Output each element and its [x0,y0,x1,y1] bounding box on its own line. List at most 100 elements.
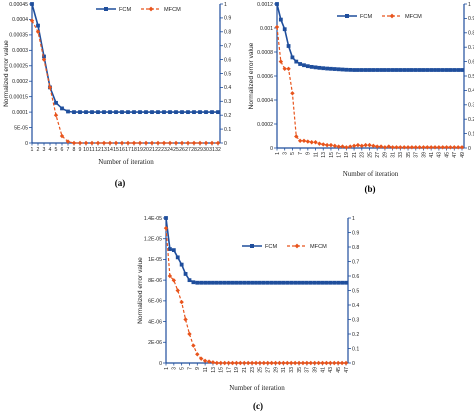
data-point-mfcm [197,140,203,146]
data-point-fcm [199,280,204,285]
data-point-mfcm [173,140,179,146]
data-point-fcm [198,110,202,115]
data-point-fcm [120,110,124,115]
data-point-mfcm [436,145,442,150]
data-point-fcm [282,27,287,32]
data-point-fcm [84,110,88,115]
x-tick-label: 43 [437,152,443,158]
data-point-fcm [348,67,353,72]
panel-label: (b) [365,184,376,194]
data-point-mfcm [185,140,191,146]
data-point-mfcm [340,144,345,149]
data-point-fcm [356,68,360,72]
data-point-mfcm [53,113,59,118]
data-point-mfcm [394,145,399,150]
data-point-mfcm [335,360,341,366]
data-point-fcm [66,109,70,114]
data-point-fcm [386,68,391,72]
x-tick-label: 14 [107,147,113,153]
data-point-fcm [302,63,306,68]
data-point-mfcm [290,91,295,96]
data-point-mfcm [273,360,278,366]
data-point-fcm [312,280,317,285]
y-left-tick-label: 0.0006 [257,74,273,80]
y-right-tick-label: 0.9 [468,16,474,22]
data-point-fcm [281,280,286,285]
data-point-fcm [203,280,208,285]
x-tick-label: 25 [258,367,264,373]
data-point-mfcm [282,66,287,71]
y-right-tick-label: 0.8 [468,31,474,37]
x-tick-label: 18 [131,147,137,153]
data-point-mfcm [206,359,212,364]
x-tick-label: 24 [167,147,173,153]
data-point-mfcm [355,142,361,148]
x-tick-label: 32 [215,147,221,153]
data-point-mfcm [452,145,457,150]
data-point-mfcm [195,352,200,357]
data-point-mfcm [214,360,220,366]
data-point-fcm [195,280,200,285]
data-point-mfcm [238,360,243,366]
data-point-mfcm [191,343,196,348]
data-point-mfcm [143,140,149,146]
y-right-tick-label: 0.5 [224,71,231,77]
x-tick-label: 33 [398,152,404,158]
data-point-fcm [54,100,58,105]
data-point-mfcm [191,140,197,146]
y-right-tick-label: 0 [468,146,471,152]
y-right-tick-label: 0.2 [352,332,359,338]
x-tick-label: 41 [429,152,435,158]
data-point-mfcm [332,360,337,366]
x-tick-label: 17 [336,152,342,158]
series-line-mfcm [31,20,218,144]
data-point-fcm [218,280,223,285]
data-point-fcm [230,280,235,285]
y-right-tick-label: 1 [352,216,355,222]
data-point-fcm [305,64,310,69]
legend-label-fcm: FCM [119,7,131,13]
data-point-mfcm [245,360,251,366]
data-point-fcm [42,54,46,59]
y-right-tick-label: 1 [224,2,227,8]
data-point-fcm [187,278,192,283]
x-tick-label: 13 [211,367,217,373]
data-point-fcm [175,255,180,260]
legend-marker-mfcm [148,6,154,12]
data-point-mfcm [202,358,208,364]
x-tick-label: 29 [383,152,389,158]
data-point-fcm [309,64,314,69]
x-tick-label: 37 [414,152,420,158]
data-point-fcm [191,280,196,285]
data-point-fcm [429,68,434,72]
data-point-mfcm [187,331,192,337]
data-point-fcm [222,280,227,285]
panel-label: (a) [115,178,126,188]
data-point-mfcm [375,144,380,149]
y-right-tick-label: 0.7 [224,44,231,50]
data-point-fcm [340,280,344,285]
data-point-fcm [375,68,380,72]
data-point-mfcm [179,140,185,146]
data-point-fcm [417,68,422,72]
legend-marker-fcm [104,7,108,11]
legend: FCM MFCM [337,13,422,20]
data-point-fcm [150,110,154,115]
x-tick-label: 6 [61,147,64,153]
data-point-fcm [290,55,295,60]
x-tick-label: 7 [187,367,193,370]
y-left-tick-label: 1.2E-05 [144,237,162,243]
data-point-mfcm [277,360,282,366]
data-point-fcm [444,68,449,72]
data-point-mfcm [163,225,169,231]
data-point-mfcm [428,145,434,150]
x-tick-label: 21 [242,367,248,373]
data-point-mfcm [398,145,403,150]
y-left-tick-label: 4E-06 [148,319,162,325]
data-point-fcm [340,67,345,72]
x-tick-label: 23 [161,147,167,153]
data-point-fcm [174,110,178,115]
data-point-mfcm [41,57,47,62]
data-point-fcm [164,216,168,220]
data-point-fcm [436,68,441,72]
